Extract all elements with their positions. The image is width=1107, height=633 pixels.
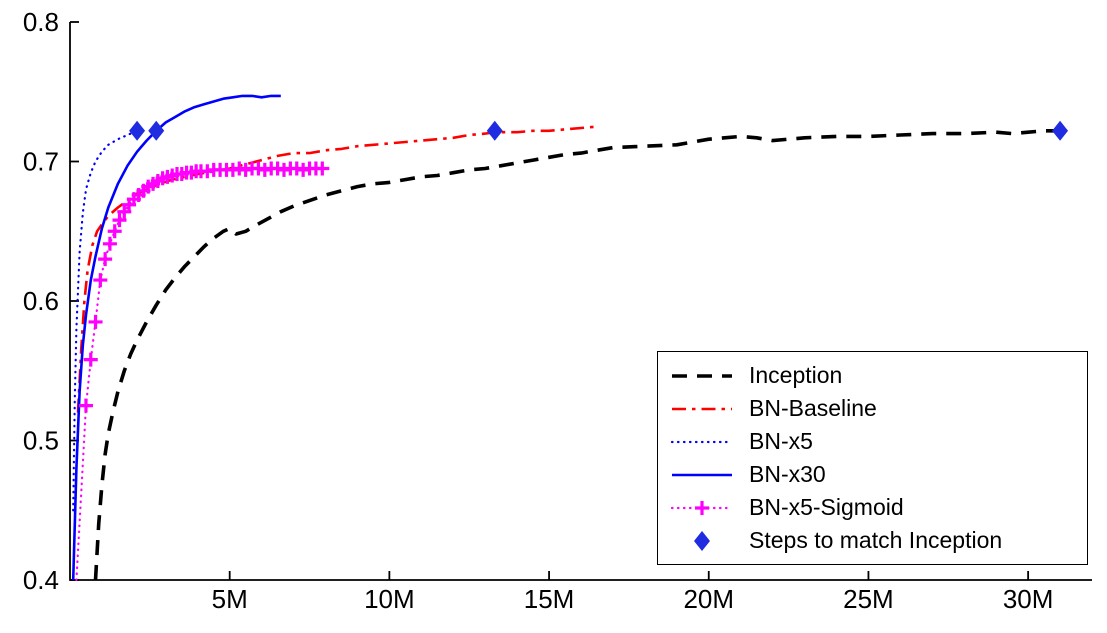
diamond-marker: [129, 120, 146, 141]
legend-sample-bn-x5: [670, 440, 734, 443]
series-line-bn-x30: [71, 94, 281, 581]
legend-item-bn-baseline: BN-Baseline: [670, 392, 1081, 425]
legend-sample-bn-x5-sigmoid: [670, 500, 734, 515]
legend-label: Inception: [749, 362, 843, 388]
x-tick-label: 5M: [212, 584, 248, 614]
legend-item-inception: Inception: [670, 359, 1081, 392]
plus-marker: [102, 236, 117, 251]
diamond-marker: [148, 120, 165, 141]
legend-label: BN-x5: [749, 428, 813, 454]
y-tick-label: 0.8: [23, 7, 59, 37]
plus-marker: [83, 352, 98, 367]
diamond-marker: [1052, 120, 1069, 141]
y-tick-label: 0.5: [23, 426, 59, 456]
legend-item-steps-to-match-inception: Steps to match Inception: [670, 524, 1081, 557]
legend-item-bn-x5: BN-x5: [670, 425, 1081, 458]
x-tick-label: 25M: [843, 584, 894, 614]
legend-plus-marker-icon: [695, 500, 709, 515]
plus-marker: [107, 224, 122, 239]
x-tick-label: 10M: [364, 584, 415, 614]
series-line-bn-baseline: [76, 125, 598, 413]
legend-item-bn-x5-sigmoid: BN-x5-Sigmoid: [670, 491, 1081, 524]
x-tick-label: 20M: [683, 584, 734, 614]
legend-sample-bn-baseline: [672, 407, 732, 410]
legend-item-bn-x30: BN-x30: [670, 458, 1081, 491]
plus-marker: [93, 273, 108, 288]
plus-marker: [315, 161, 330, 176]
x-tick-label: 30M: [1003, 584, 1054, 614]
plus-marker: [98, 252, 113, 267]
legend-diamond-marker-icon: [694, 530, 710, 551]
legend-sample-bn-x30: [672, 473, 732, 476]
series-line-inception: [93, 129, 1061, 581]
legend-label: BN-Baseline: [749, 395, 877, 421]
legend-label: BN-x30: [749, 461, 826, 487]
y-tick-label: 0.6: [23, 286, 59, 316]
x-tick-label: 15M: [524, 584, 575, 614]
legend: Inception BN-Baseline BN-x5 BN-x30 BN-x5-Sig…: [657, 351, 1088, 565]
legend-label: BN-x5-Sigmoid: [749, 494, 904, 520]
legend-sample-inception: [672, 373, 732, 378]
legend-sample-steps-to-match-inception: [694, 530, 710, 551]
plus-marker: [88, 314, 103, 329]
plus-marker: [112, 213, 127, 228]
diamond-marker: [486, 120, 503, 141]
plus-marker: [78, 398, 93, 413]
y-tick-label: 0.4: [23, 565, 59, 595]
legend-label: Steps to match Inception: [749, 527, 1003, 553]
y-tick-label: 0.7: [23, 147, 59, 177]
